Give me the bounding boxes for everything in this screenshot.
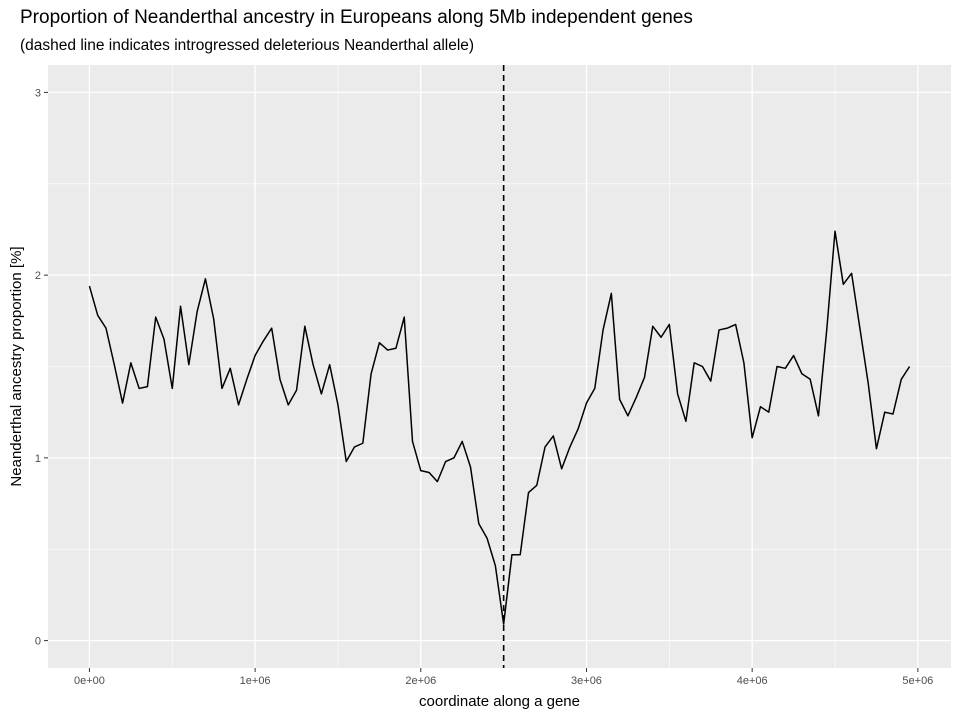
x-tick-label: 2e+06: [405, 675, 436, 687]
y-tick-label: 2: [35, 270, 41, 282]
x-tick-label: 3e+06: [571, 675, 602, 687]
x-axis-title: coordinate along a gene: [419, 693, 580, 710]
y-axis-title: Neanderthal ancestry proportion [%]: [8, 246, 25, 486]
chart-subtitle: (dashed line indicates introgressed dele…: [20, 37, 475, 54]
major-gridlines: [48, 65, 951, 668]
y-tick-label: 1: [35, 453, 41, 465]
x-tick-label: 4e+06: [737, 675, 768, 687]
x-axis: 0e+00 1e+06 2e+06 3e+06 4e+06 5e+06: [74, 668, 933, 687]
x-tick-label: 0e+00: [74, 675, 105, 687]
y-tick-label: 0: [35, 636, 41, 648]
x-tick-label: 5e+06: [902, 675, 933, 687]
y-tick-label: 3: [35, 87, 41, 99]
series-line: [88, 230, 911, 625]
x-tick-label: 1e+06: [240, 675, 271, 687]
y-axis: 0 1 2 3: [35, 87, 48, 648]
chart-title: Proportion of Neanderthal ancestry in Eu…: [20, 7, 693, 28]
